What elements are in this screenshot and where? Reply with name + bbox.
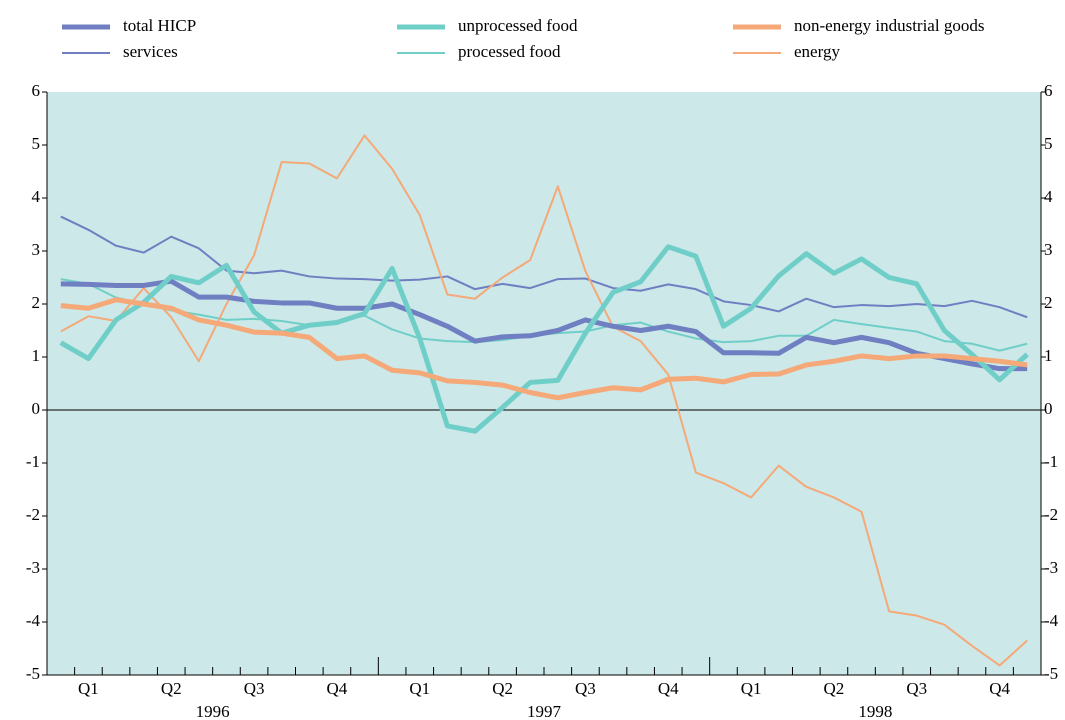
x-tick-label: Q3: [575, 679, 596, 698]
legend-label: non-energy industrial goods: [794, 16, 984, 35]
y-tick-label: -2: [26, 505, 40, 524]
x-tick-label: Q1: [741, 679, 762, 698]
series-line: [60, 278, 1028, 372]
x-tick-label: Q3: [244, 679, 265, 698]
y2-tick-label: 4: [1044, 187, 1053, 206]
y2-tick-label: 1: [1044, 346, 1053, 365]
series-line: [60, 297, 1028, 401]
y-tick-label: -5: [26, 664, 40, 683]
x-tick-label: Q2: [492, 679, 513, 698]
y-tick-label: 6: [32, 81, 41, 100]
y2-tick-label: 2: [1044, 293, 1053, 312]
y2-tick-label: -1: [1044, 452, 1058, 471]
y-tick-label: -3: [26, 558, 40, 577]
y-tick-label: 4: [32, 187, 41, 206]
x-tick-label: Q4: [658, 679, 679, 698]
y2-tick-label: 5: [1044, 134, 1053, 153]
y-tick-label: 1: [32, 346, 41, 365]
x-tick-label: Q4: [989, 679, 1010, 698]
y2-tick-label: -3: [1044, 558, 1058, 577]
y-tick-label: 0: [32, 399, 41, 418]
x-tick-label: Q1: [78, 679, 99, 698]
x-tick-label: Q3: [906, 679, 927, 698]
legend-label: unprocessed food: [458, 16, 578, 35]
y-tick-label: -4: [26, 611, 41, 630]
legend-label: total HICP: [123, 16, 196, 35]
series-line: [59, 244, 1029, 434]
x-group-label: 1998: [858, 702, 892, 720]
y-tick-label: 5: [32, 134, 41, 153]
y2-tick-label: 0: [1044, 399, 1053, 418]
x-tick-label: Q2: [824, 679, 845, 698]
legend-label: processed food: [458, 42, 561, 61]
legend: total HICP services unprocessed food proces…: [62, 16, 984, 61]
y-tick-label: 2: [32, 293, 41, 312]
y2-tick-label: 6: [1044, 81, 1053, 100]
y2-tick-label: -2: [1044, 505, 1058, 524]
y-tick-label: -1: [26, 452, 40, 471]
x-group-label: 1996: [196, 702, 230, 720]
x-tick-label: Q1: [409, 679, 430, 698]
legend-label: energy: [794, 42, 840, 61]
y-tick-label: 3: [32, 240, 41, 259]
y2-tick-label: -5: [1044, 664, 1058, 683]
x-tick-label: Q2: [161, 679, 182, 698]
legend-label: services: [123, 42, 178, 61]
series-line: [60, 134, 1028, 667]
y2-tick-label: 3: [1044, 240, 1053, 259]
x-group-label: 1997: [527, 702, 562, 720]
y2-tick-label: -4: [1044, 611, 1059, 630]
x-tick-label: Q4: [327, 679, 348, 698]
